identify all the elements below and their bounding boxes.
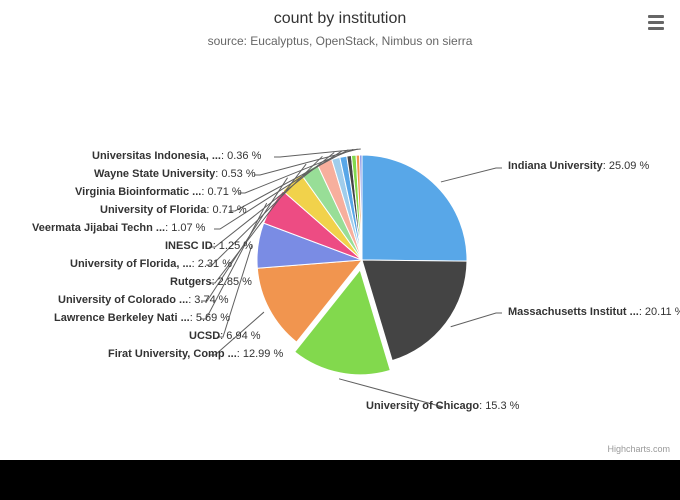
chart-container: count by institution source: Eucalyptus,… [0,0,680,460]
slice-label: Veermata Jijabai Techn ...: 1.07 % [32,222,205,234]
slice-label: Firat University, Comp ...: 12.99 % [108,348,283,360]
slice-label: UCSD: 6.94 % [189,330,261,342]
slice-label: Wayne State University: 0.53 % [94,168,256,180]
connector [441,168,502,182]
slice-label: Virginia Bioinformatic ...: 0.71 % [75,186,242,198]
slice-label: Universitas Indonesia, ...: 0.36 % [92,150,261,162]
slice-label: INESC ID: 1.25 % [165,240,253,252]
connector [451,313,502,327]
slice-label: University of Florida, ...: 2.31 % [70,258,232,270]
slice-label: Lawrence Berkeley Nati ...: 5.69 % [54,312,230,324]
credits-link[interactable]: Highcharts.com [607,444,670,454]
slice-label: University of Chicago: 15.3 % [366,400,519,412]
slice-label: Rutgers: 2.85 % [170,276,252,288]
slice-label: University of Florida: 0.71 % [100,204,247,216]
slice-label: Massachusetts Institut ...: 20.11 % [508,306,680,318]
slice-label: University of Colorado ...: 3.74 % [58,294,229,306]
slice-label: Indiana University: 25.09 % [508,160,649,172]
pie-slice[interactable] [362,155,467,261]
